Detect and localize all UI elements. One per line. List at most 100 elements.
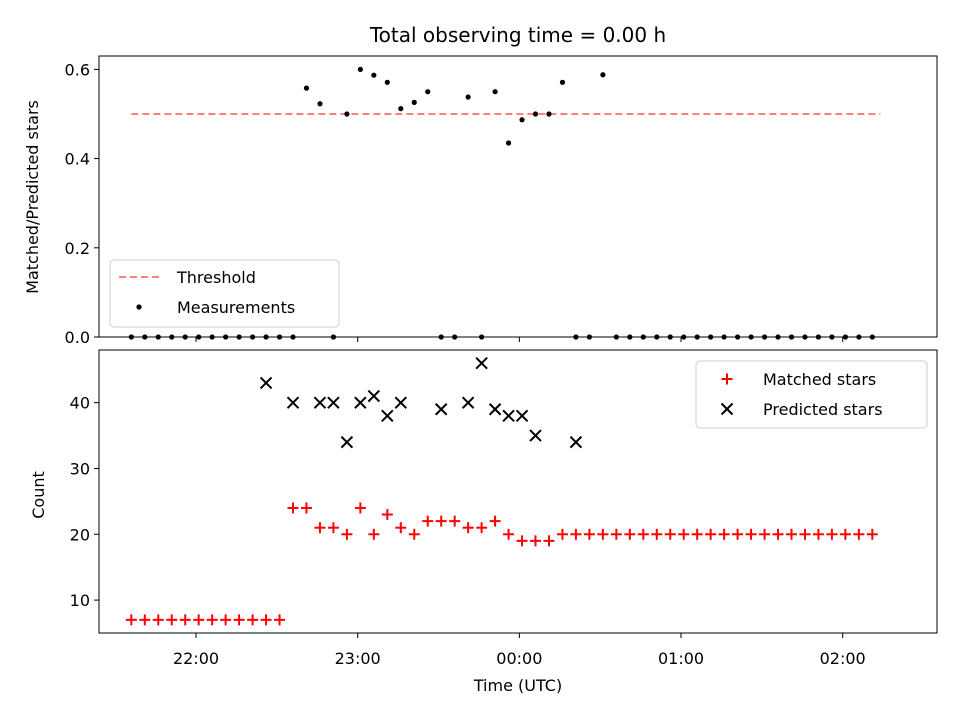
measurement-point (411, 99, 417, 105)
measurement-point (748, 334, 754, 340)
measurement-point (438, 334, 444, 340)
measurement-point (128, 334, 134, 340)
measurement-point (479, 334, 485, 340)
measurement-legend-marker (136, 304, 142, 310)
matched-star-marker (678, 528, 690, 540)
chart-title: Total observing time = 0.00 h (369, 23, 666, 47)
measurement-point (532, 111, 539, 117)
matched-star-marker (354, 502, 366, 514)
bottom-y-tick-label: 10 (70, 591, 90, 610)
bottom-legend-box (695, 360, 928, 429)
measurement-point (142, 334, 148, 340)
predicted-star-d2 (461, 396, 475, 409)
measurement-point (209, 334, 215, 340)
measurement-point (627, 334, 633, 340)
predicted-star-marker (313, 396, 327, 409)
predicted-star-d2 (502, 409, 515, 423)
bottom-axes-frame (98, 349, 938, 634)
predicted-star-d2 (327, 396, 340, 409)
predicted-star-marker (286, 396, 300, 409)
measurement-point (802, 334, 808, 340)
measurement-legend-label: Measurements (177, 298, 295, 317)
predicted-star-d2 (488, 403, 502, 416)
bottom-y-tick-label: 30 (70, 459, 90, 478)
measurement-point (654, 334, 660, 340)
predicted-star-d2 (394, 396, 407, 409)
matched-star-marker (260, 614, 272, 626)
measurement-point (546, 111, 552, 117)
measurement-point (330, 334, 337, 340)
top-y-axis-label: Matched/Predicted stars (23, 100, 42, 294)
x-tick-label: 23:00 (335, 649, 381, 668)
x-axis-label: Time (UTC) (473, 676, 562, 695)
measurement-point (303, 85, 310, 91)
measurement-point (586, 334, 593, 340)
measurement-point (196, 334, 202, 340)
matched-star-marker (530, 535, 542, 547)
matched-star-marker (597, 528, 609, 540)
bottom-panel: Matched stars Predicted stars 22:00 23:00 0… (70, 349, 938, 668)
matched-star-marker (721, 373, 733, 385)
matched-star-marker (799, 528, 811, 540)
x-tick-label: 01:00 (658, 649, 704, 668)
matched-star-marker (152, 614, 164, 626)
matched-star-marker (139, 614, 151, 626)
matched-star-marker (220, 614, 232, 626)
matched-star-marker (179, 614, 191, 626)
matched-star-marker (368, 528, 380, 540)
predicted-star-d2 (720, 402, 734, 416)
measurement-point (721, 334, 727, 340)
bottom-legend: Matched stars Predicted stars (695, 360, 928, 429)
measurement-point (398, 106, 404, 112)
matched-star-marker (610, 528, 622, 540)
predicted-star-d2 (434, 403, 448, 416)
measurement-point (788, 334, 795, 340)
x-tick-label: 00:00 (496, 649, 542, 668)
matched-star-marker (570, 528, 582, 540)
matched-star-marker (812, 528, 824, 540)
predicted-star-marker (340, 435, 354, 449)
predicted-star-marker (354, 396, 367, 409)
matched-star-marker (866, 528, 878, 540)
matched-star-marker (327, 522, 339, 534)
top-legend-box (109, 259, 340, 328)
matched-star-marker (341, 528, 353, 540)
top-panel: Threshold Measurements 0.0 0.2 0.4 0.6 (65, 55, 938, 347)
measurement-point (613, 334, 619, 340)
measurement-point (492, 89, 498, 95)
bottom-y-tick-label: 20 (70, 525, 90, 544)
matched-star-marker (193, 614, 205, 626)
measurement-point (223, 334, 229, 340)
predicted-star-marker (381, 409, 394, 423)
measurement-point (317, 101, 323, 107)
measurement-point (249, 334, 256, 340)
predicted-legend-label: Predicted stars (763, 400, 883, 419)
measurement-point (371, 72, 377, 78)
matched-star-marker (233, 614, 245, 626)
matched-star-marker (853, 528, 865, 540)
matched-star-marker (408, 528, 420, 540)
predicted-star-marker (434, 403, 448, 416)
measurement-point (425, 89, 431, 95)
measurement-point (290, 334, 296, 340)
matched-star-marker (449, 515, 461, 527)
top-y-tick-label: 0.2 (65, 239, 90, 258)
matched-star-marker (314, 522, 326, 534)
matched-star-marker (125, 614, 137, 626)
measurement-point (761, 334, 768, 340)
predicted-star-marker (461, 396, 475, 409)
matched-star-marker (166, 614, 178, 626)
measurement-point (681, 334, 687, 340)
predicted-star-marker (488, 403, 502, 416)
matched-star-marker (247, 614, 259, 626)
predicted-star-marker (720, 402, 734, 416)
measurement-point (573, 334, 579, 340)
measurement-point (842, 334, 848, 340)
matched-star-marker (543, 535, 555, 547)
predicted-star-d2 (259, 376, 273, 390)
predicted-star-marker (394, 396, 407, 409)
predicted-star-marker (367, 389, 381, 403)
matched-star-marker (785, 528, 797, 540)
measurement-point (600, 72, 606, 78)
matched-star-marker (705, 528, 717, 540)
